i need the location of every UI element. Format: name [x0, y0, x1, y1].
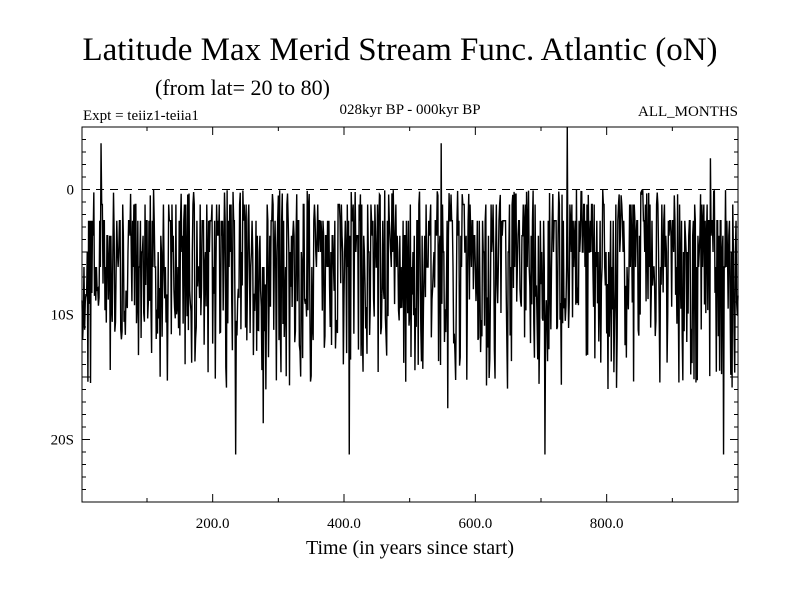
x-tick-label: 600.0 — [458, 516, 492, 532]
y-axis: 0 10S 20S — [51, 126, 738, 503]
months-label: ALL_MONTHS — [638, 104, 738, 120]
x-tick-label: 800.0 — [590, 516, 624, 532]
experiment-label: Expt = teiiz1-teiia1 — [83, 108, 199, 124]
chart-title: Latitude Max Merid Stream Func. Atlantic… — [82, 32, 718, 68]
series-group — [81, 126, 739, 455]
x-axis: 200.0 400.0 600.0 800.0 — [146, 127, 673, 532]
y-tick-label: 20S — [51, 433, 74, 449]
x-tick-label: 400.0 — [327, 516, 361, 532]
period-label: 028kyr BP - 000kyr BP — [339, 102, 481, 118]
y-tick-label: 10S — [51, 308, 74, 324]
series-line — [81, 126, 739, 455]
x-tick-label: 200.0 — [196, 516, 230, 532]
x-axis-label: Time (in years since start) — [306, 537, 514, 559]
y-tick-label: 0 — [67, 183, 75, 199]
chart-subtitle: (from lat= 20 to 80) — [155, 75, 330, 100]
